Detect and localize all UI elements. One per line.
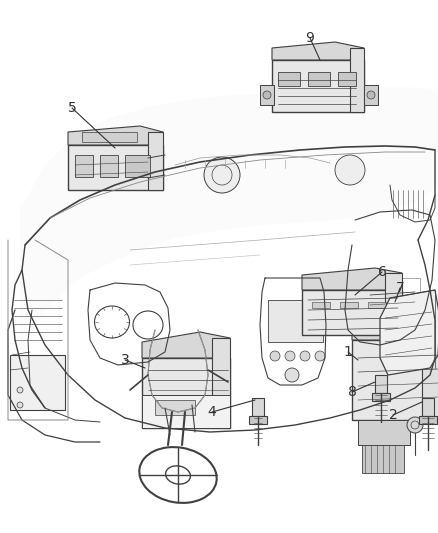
Bar — [308, 72, 330, 86]
Bar — [10, 355, 65, 410]
Bar — [372, 393, 390, 401]
Polygon shape — [350, 48, 364, 112]
Text: 6: 6 — [378, 265, 386, 279]
Bar — [268, 300, 323, 342]
Circle shape — [335, 155, 365, 185]
Bar — [338, 72, 356, 86]
Polygon shape — [68, 126, 163, 145]
Circle shape — [285, 368, 299, 382]
Text: 3: 3 — [120, 353, 129, 367]
Bar — [100, 155, 118, 177]
Polygon shape — [18, 87, 438, 380]
Text: 4: 4 — [208, 405, 216, 419]
Text: 2: 2 — [389, 408, 397, 422]
Polygon shape — [212, 338, 230, 428]
Polygon shape — [302, 268, 402, 290]
Bar — [125, 155, 150, 177]
Circle shape — [17, 387, 23, 393]
Circle shape — [263, 91, 271, 99]
Circle shape — [17, 402, 23, 408]
Polygon shape — [385, 273, 402, 335]
Bar — [362, 445, 404, 473]
Text: 5: 5 — [67, 101, 76, 115]
Polygon shape — [352, 312, 438, 340]
Bar — [364, 85, 378, 105]
Bar — [252, 398, 264, 416]
Polygon shape — [148, 132, 163, 190]
Circle shape — [407, 417, 423, 433]
Bar — [75, 155, 93, 177]
Text: 7: 7 — [396, 281, 404, 295]
Polygon shape — [142, 395, 230, 428]
Circle shape — [204, 157, 240, 193]
Bar — [68, 145, 163, 190]
Bar — [249, 416, 267, 424]
Polygon shape — [142, 332, 230, 358]
Circle shape — [270, 351, 280, 361]
Bar — [375, 375, 387, 393]
Polygon shape — [358, 420, 410, 445]
Bar — [82, 132, 137, 142]
Bar — [312, 302, 330, 308]
Text: 1: 1 — [343, 345, 353, 359]
Bar — [340, 302, 358, 308]
Circle shape — [300, 351, 310, 361]
Bar — [352, 340, 438, 420]
Text: 9: 9 — [306, 31, 314, 45]
Bar — [278, 72, 300, 86]
Bar — [142, 358, 230, 428]
Circle shape — [285, 351, 295, 361]
Bar — [368, 302, 386, 308]
Bar — [422, 398, 434, 416]
Bar — [368, 278, 420, 306]
Bar — [155, 400, 195, 415]
Polygon shape — [422, 318, 438, 420]
Text: 8: 8 — [348, 385, 357, 399]
Bar — [419, 416, 437, 424]
Bar — [302, 290, 402, 335]
Circle shape — [367, 91, 375, 99]
Polygon shape — [380, 290, 438, 375]
Polygon shape — [272, 42, 364, 60]
Bar — [260, 85, 274, 105]
Circle shape — [315, 351, 325, 361]
Bar — [272, 60, 364, 112]
